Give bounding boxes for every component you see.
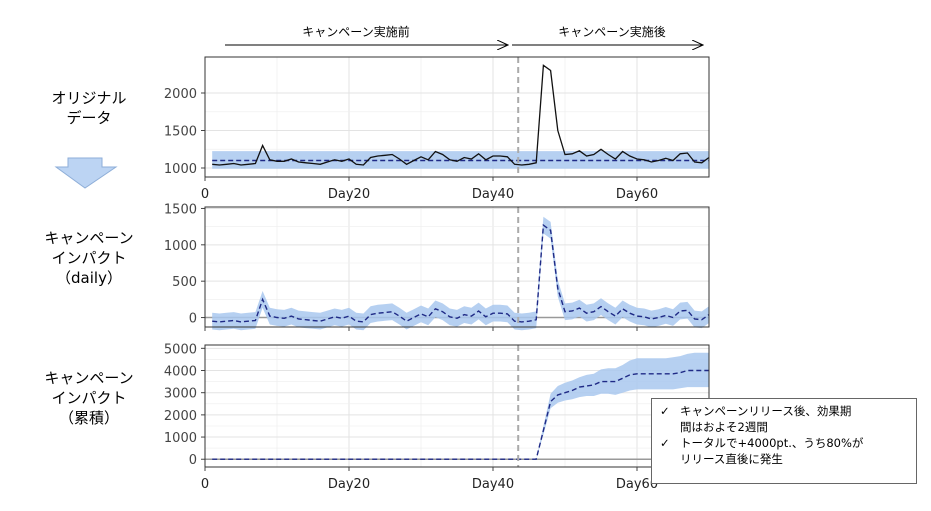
down-arrow-icon xyxy=(54,157,118,189)
y-tick-label: 2000 xyxy=(164,409,197,424)
original-data-label: オリジナル データ xyxy=(51,89,127,127)
x-tick-label: Day40 xyxy=(472,477,514,492)
daily-impact-label: キャンペーン インパクト （daily） xyxy=(44,229,134,287)
x-tick-label: 0 xyxy=(201,477,209,492)
y-tick-label: 4000 xyxy=(164,365,197,380)
x-tick-label: Day20 xyxy=(328,477,370,492)
note-box: ✓ キャンペーンリリース後、効果期 間はおよそ2週間 ✓ トータルで+4000p… xyxy=(651,398,917,484)
x-tick-label: Day40 xyxy=(472,187,514,202)
panel-border xyxy=(204,206,710,328)
y-tick-label: 0 xyxy=(189,453,197,468)
check-icon: ✓ xyxy=(660,436,670,450)
y-tick-label: 500 xyxy=(172,275,197,290)
impact-band xyxy=(212,216,709,331)
y-tick-label: 1000 xyxy=(164,239,197,254)
y-tick-label: 1000 xyxy=(164,431,197,446)
cumulative-impact-label: キャンペーン インパクト （累積） xyxy=(44,369,134,427)
y-tick-label: 5000 xyxy=(164,342,197,357)
daily-panel: 0 500 1000 1500 xyxy=(164,202,710,331)
after-phase-label: キャンペーン実施後 xyxy=(558,24,665,39)
impact-line xyxy=(212,223,710,323)
before-phase-label: キャンペーン実施前 xyxy=(302,24,409,39)
observed-line xyxy=(212,64,710,166)
panel-border xyxy=(204,56,710,178)
x-tick-label: Day60 xyxy=(616,477,658,492)
check-icon: ✓ xyxy=(660,404,670,418)
cumulative-line xyxy=(212,369,709,460)
y-tick-label: 1500 xyxy=(164,202,197,217)
x-tick-label: Day20 xyxy=(328,187,370,202)
cumulative-band xyxy=(212,352,709,460)
original-panel: 1000 1500 2000 0 Day20 Day40 Day60 xyxy=(164,56,710,202)
note-item: ✓ トータルで+4000pt.、うち80%が リリース直後に発生 xyxy=(660,436,864,466)
cumulative-panel: 0 1000 2000 3000 4000 5000 0 Day20 Day40 Day60 xyxy=(164,342,710,492)
y-tick-label: 1500 xyxy=(164,125,197,140)
note-item: ✓ キャンペーンリリース後、効果期 間はおよそ2週間 xyxy=(660,404,852,434)
x-tick-label: 0 xyxy=(201,187,209,202)
y-tick-label: 3000 xyxy=(164,387,197,402)
y-tick-label: 2000 xyxy=(164,87,197,102)
x-tick-label: Day60 xyxy=(616,187,658,202)
y-tick-label: 0 xyxy=(189,312,197,327)
y-tick-label: 1000 xyxy=(164,162,197,177)
